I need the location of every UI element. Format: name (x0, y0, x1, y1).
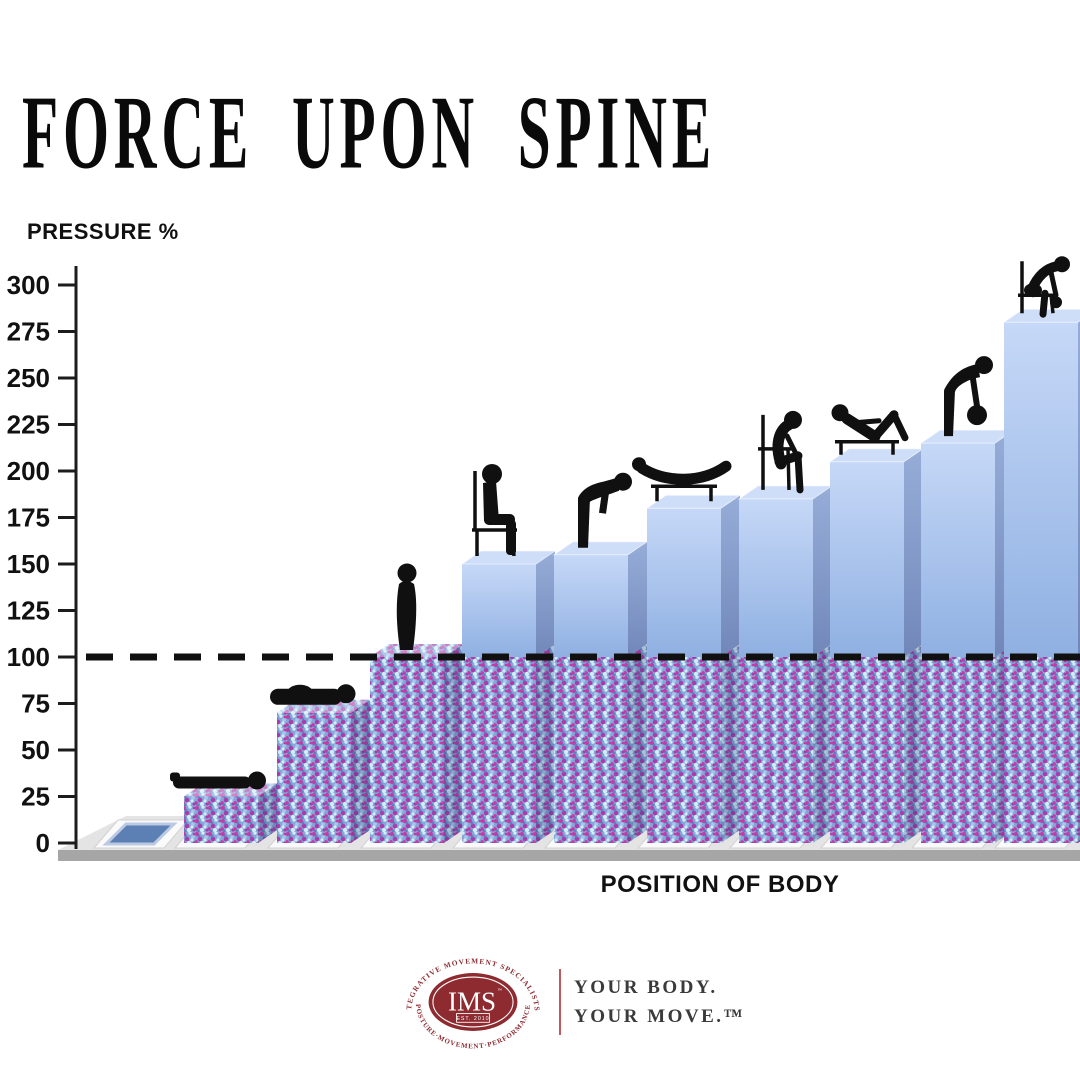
brand-tagline: YOUR BODY. YOUR MOVE.™ (574, 973, 745, 1032)
standing-bent-icon (578, 472, 632, 548)
bar-situp-bench (828, 404, 925, 843)
seal-trademark: ™ (497, 987, 502, 993)
seal-inner-ring (432, 976, 514, 1028)
y-tick-label: 125 (7, 596, 50, 626)
ims-logo-seal: IMS ™ EST. 2010 INTEGRATIVE MOVEMENT SPE… (404, 956, 541, 1050)
seal-oval (428, 973, 518, 1031)
standing-bent-weight-icon (944, 356, 993, 437)
lying-supine-icon (170, 771, 266, 790)
y-tick-label: 200 (7, 456, 50, 486)
seal-monogram: IMS (448, 987, 496, 1017)
bar-sitting-bent-weight (1002, 256, 1080, 843)
brand-footer: IMS ™ EST. 2010 INTEGRATIVE MOVEMENT SPE… (400, 946, 745, 1058)
y-tick-label: 300 (7, 270, 50, 300)
y-tick-label: 50 (21, 735, 50, 765)
y-tick-label: 75 (21, 689, 50, 719)
sitting-bent-weight-icon (1018, 256, 1070, 318)
prone-extension-bench-icon (632, 457, 732, 502)
y-tick-label: 250 (7, 363, 50, 393)
page-title: FORCE UPON SPINE (22, 75, 717, 192)
lying-side-icon (270, 684, 356, 705)
bar-lying-supine (170, 771, 277, 843)
bar-zero-tile (102, 822, 178, 846)
tagline-line-2: YOUR MOVE.™ (574, 1006, 746, 1027)
sitting-chair-icon (472, 464, 517, 557)
bar-standing (370, 563, 463, 843)
bar-standing-bent-weight (919, 356, 1016, 843)
y-axis-title: PRESSURE % (27, 219, 179, 244)
y-tick-label: 0 (36, 828, 50, 858)
bar-sitting-slouched (737, 410, 834, 843)
y-tick-label: 175 (7, 503, 50, 533)
bar-standing-bent (552, 472, 649, 843)
logo-divider (559, 969, 561, 1035)
seal-est-banner (456, 1013, 490, 1023)
sitting-slouched-icon (758, 410, 804, 494)
seal-est-text: EST. 2010 (456, 1016, 489, 1022)
tagline-line-1: YOUR BODY. (574, 976, 718, 998)
standing-icon (396, 563, 417, 650)
floor-front-edge (58, 850, 1080, 861)
y-tick-label: 100 (7, 642, 50, 672)
x-axis-title: POSITION OF BODY (600, 871, 840, 898)
y-tick-label: 275 (7, 317, 50, 347)
y-tick-label: 25 (21, 782, 50, 812)
y-tick-label: 225 (7, 410, 50, 440)
bar-sitting-chair (460, 464, 557, 843)
y-tick-label: 150 (7, 549, 50, 579)
situp-bench-icon (831, 404, 909, 455)
bar-prone-extension-bench (632, 457, 742, 843)
bar-lying-side (270, 684, 370, 843)
